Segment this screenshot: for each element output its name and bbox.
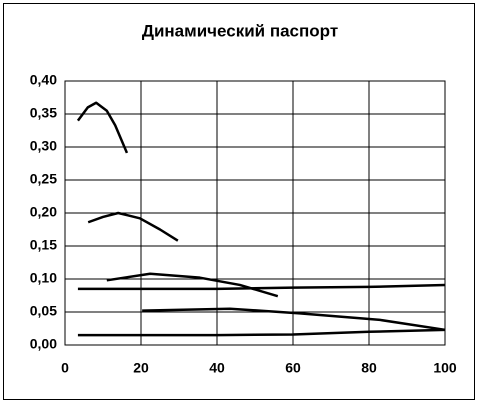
chart-title: Динамический паспорт [142,21,338,40]
y-tick-label: 0,40 [30,72,57,88]
series-line [76,101,129,154]
y-tick-label: 0,10 [30,270,57,286]
series-line [87,211,179,242]
y-tick-label: 0,35 [30,105,57,121]
y-tick-label: 0,25 [30,171,57,187]
y-tick-label: 0,15 [30,237,57,253]
x-tick-label: 100 [433,360,457,376]
y-tick-label: 0,30 [30,138,57,154]
series-line [142,307,446,332]
x-tick-label: 80 [361,360,377,376]
x-tick-label: 20 [133,360,149,376]
x-tick-label: 40 [209,360,225,376]
x-tick-label: 60 [285,360,301,376]
y-tick-label: 0,05 [30,303,57,319]
y-tick-label: 0,20 [30,204,57,220]
x-tick-label: 0 [61,360,69,376]
series-line [77,328,446,337]
y-tick-label: 0,00 [30,336,57,352]
series-line [77,283,446,291]
